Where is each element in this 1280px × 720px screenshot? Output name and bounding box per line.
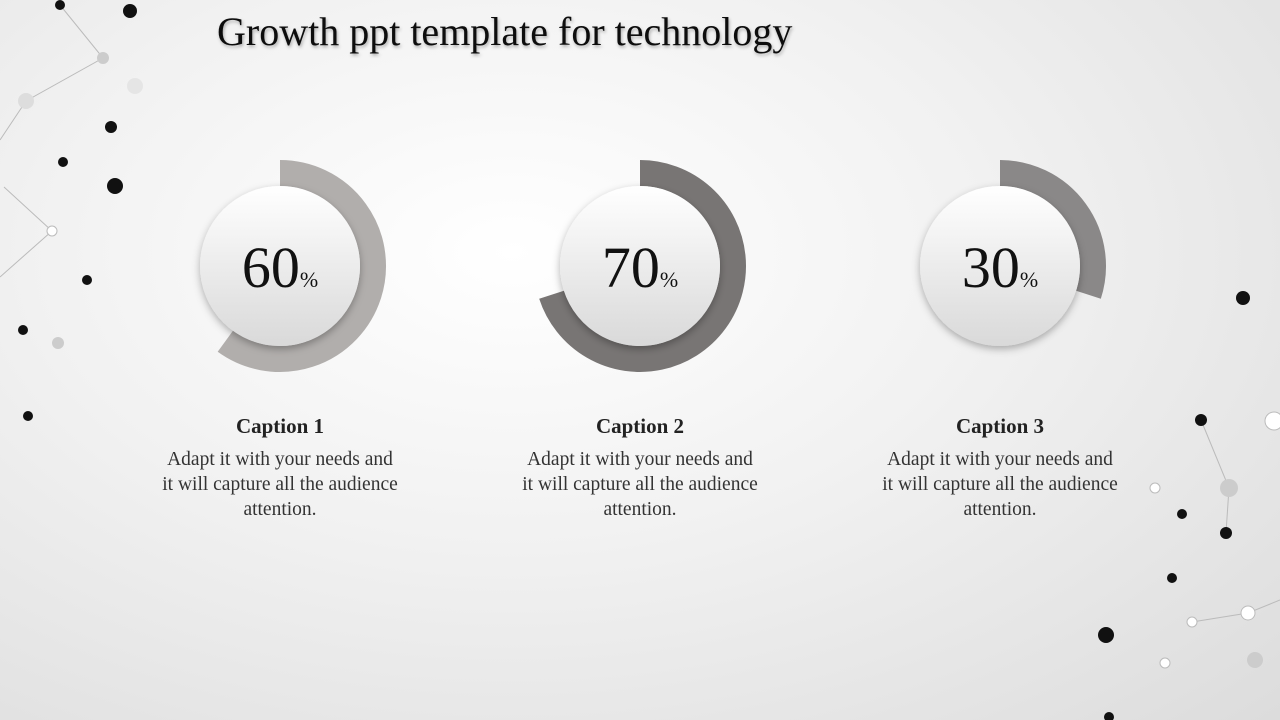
caption: Caption 1 xyxy=(235,414,325,438)
inner-disc xyxy=(920,186,1080,346)
inner-disc xyxy=(560,186,720,346)
caption: Caption 2 xyxy=(595,414,685,438)
caption: Caption 3 xyxy=(955,414,1045,438)
progress-arc xyxy=(217,160,386,372)
value-label: 60% xyxy=(242,235,318,300)
unit: % xyxy=(1020,267,1038,292)
value: 70 xyxy=(602,235,660,300)
value-label: 30% xyxy=(962,235,1038,300)
description: Adapt it with your needs and it will cap… xyxy=(522,449,758,520)
unit: % xyxy=(300,267,318,292)
progress-arc xyxy=(539,160,746,372)
description: Adapt it with your needs and it will cap… xyxy=(882,449,1118,520)
slide-title: Growth ppt template for technology xyxy=(217,9,792,54)
description: Adapt it with your needs and it will cap… xyxy=(162,449,398,520)
value-label: 70% xyxy=(602,235,678,300)
unit: % xyxy=(660,267,678,292)
inner-disc xyxy=(200,186,360,346)
progress-arc xyxy=(999,160,1106,299)
value: 30 xyxy=(962,235,1020,300)
value: 60 xyxy=(242,235,300,300)
